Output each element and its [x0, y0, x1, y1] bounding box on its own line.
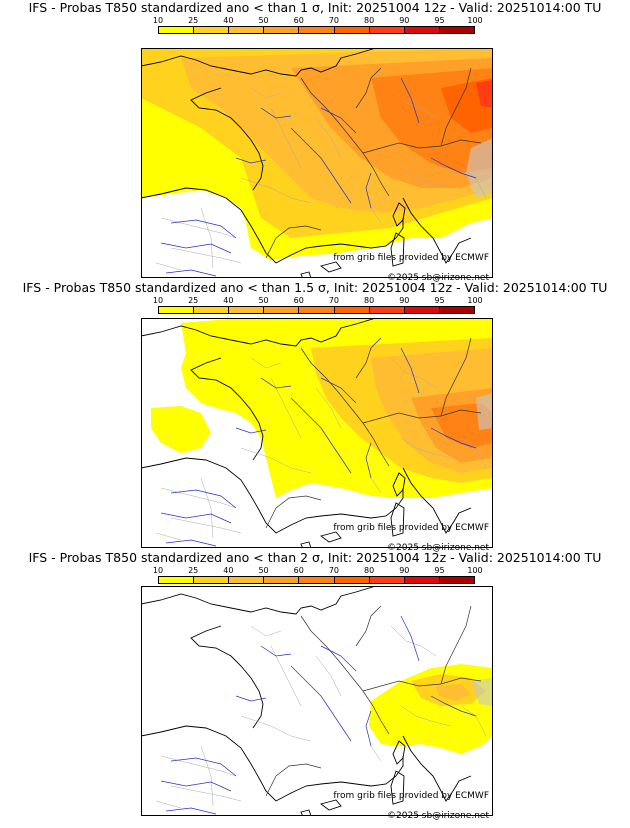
colorbar-tick: 60	[293, 16, 304, 25]
colorbar-tick: 100	[467, 296, 483, 305]
colorbar	[158, 576, 475, 584]
colorbar-tick: 70	[328, 296, 340, 305]
colorbar-swatch	[159, 577, 195, 583]
colorbar-tick: 90	[399, 16, 410, 25]
colorbar-tick: 10	[152, 566, 164, 575]
colorbar-swatch	[404, 307, 440, 313]
copyright: ©2025 sb@irizone.net	[387, 811, 489, 821]
colorbar-tick: 60	[293, 566, 304, 575]
copyright: ©2025 sb@irizone.net	[387, 543, 489, 553]
colorbar-swatch	[369, 27, 405, 33]
colorbar-swatch	[264, 307, 300, 313]
map-svg	[141, 318, 493, 548]
colorbar-tick: 90	[399, 296, 410, 305]
colorbar-tick: 25	[188, 16, 199, 25]
colorbar-tick: 100	[467, 566, 483, 575]
colorbar-swatch	[159, 27, 195, 33]
colorbar-tick: 95	[434, 566, 445, 575]
colorbar-tick: 60	[293, 296, 304, 305]
colorbar-swatch	[334, 307, 370, 313]
colorbar-swatch	[299, 577, 335, 583]
colorbar-tick: 25	[188, 296, 199, 305]
map-panel-3: IFS - Probas T850 standardized ano < tha…	[0, 550, 630, 823]
colorbar-swatch	[229, 307, 265, 313]
colorbar-swatch	[194, 307, 230, 313]
colorbar-tick: 50	[258, 16, 269, 25]
colorbar-tick: 10	[152, 16, 164, 25]
colorbar-ticks: 10 25 40 50 60 70 80 90 95 100	[153, 566, 483, 576]
probability-map: from grib files provided by ECMWF ©2025 …	[141, 318, 493, 555]
colorbar-swatch	[264, 27, 300, 33]
colorbar-tick: 40	[223, 566, 234, 575]
colorbar-tick: 80	[364, 296, 375, 305]
colorbar-tick: 70	[328, 16, 340, 25]
colorbar-tick: 100	[467, 16, 483, 25]
colorbar-tick: 95	[434, 16, 445, 25]
source-credit: from grib files provided by ECMWF	[333, 791, 489, 801]
colorbar-tick: 95	[434, 296, 445, 305]
colorbar	[158, 306, 475, 314]
copyright: ©2025 sb@irizone.net	[387, 273, 489, 283]
colorbar-tick: 90	[399, 566, 410, 575]
colorbar-swatch	[439, 307, 474, 313]
colorbar-swatch	[439, 27, 474, 33]
panel-title: IFS - Probas T850 standardized ano < tha…	[22, 280, 608, 295]
colorbar	[158, 26, 475, 34]
colorbar-swatch	[194, 577, 230, 583]
map-svg	[141, 586, 493, 816]
probability-map: from grib files provided by ECMWF ©2025 …	[141, 48, 493, 285]
probability-map: from grib files provided by ECMWF ©2025 …	[141, 586, 493, 823]
colorbar-tick: 80	[364, 566, 375, 575]
colorbar-swatch	[334, 577, 370, 583]
colorbar-tick: 50	[258, 296, 269, 305]
colorbar-swatch	[264, 577, 300, 583]
colorbar-swatch	[369, 577, 405, 583]
colorbar-tick: 70	[328, 566, 340, 575]
colorbar-swatch	[229, 27, 265, 33]
colorbar-swatch	[369, 307, 405, 313]
colorbar-ticks: 10 25 40 50 60 70 80 90 95 100	[153, 296, 483, 306]
colorbar-swatch	[439, 577, 474, 583]
colorbar-swatch	[194, 27, 230, 33]
colorbar-tick: 40	[223, 16, 234, 25]
source-credit: from grib files provided by ECMWF	[333, 253, 489, 263]
panel-title: IFS - Probas T850 standardized ano < tha…	[28, 0, 602, 15]
colorbar-swatch	[404, 577, 440, 583]
colorbar-tick: 10	[152, 296, 164, 305]
colorbar-swatch	[299, 307, 335, 313]
colorbar-swatch	[404, 27, 440, 33]
colorbar-tick: 80	[364, 16, 375, 25]
colorbar-tick: 25	[188, 566, 199, 575]
colorbar-ticks: 10 25 40 50 60 70 80 90 95 100	[153, 16, 483, 26]
colorbar-swatch	[229, 577, 265, 583]
map-panel-2: IFS - Probas T850 standardized ano < tha…	[0, 280, 630, 553]
source-credit: from grib files provided by ECMWF	[333, 523, 489, 533]
colorbar-swatch	[159, 307, 195, 313]
colorbar-swatch	[334, 27, 370, 33]
colorbar-tick: 40	[223, 296, 234, 305]
panel-title: IFS - Probas T850 standardized ano < tha…	[28, 550, 602, 565]
colorbar-swatch	[299, 27, 335, 33]
map-svg	[141, 48, 493, 278]
colorbar-tick: 50	[258, 566, 269, 575]
map-panel-1: IFS - Probas T850 standardized ano < tha…	[0, 0, 630, 283]
